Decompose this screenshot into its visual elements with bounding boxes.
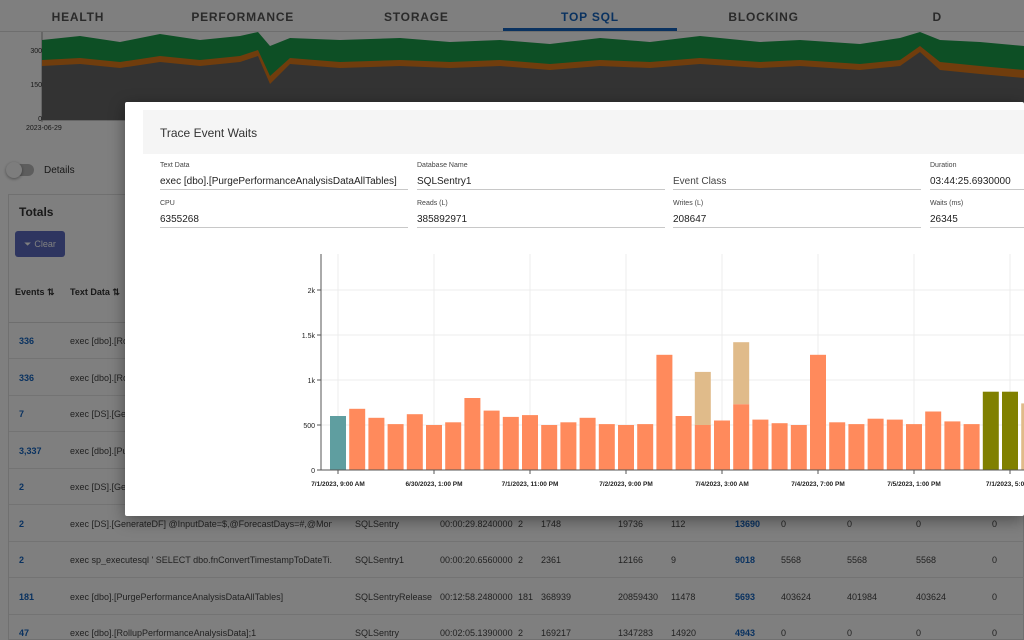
y-tick-label: 2k: [308, 288, 316, 295]
bar: [502, 416, 519, 470]
bar-segment-top: [733, 342, 750, 405]
writes-field[interactable]: Writes (L) 208647: [673, 200, 921, 228]
bar: [560, 422, 577, 470]
bar: [867, 418, 884, 470]
x-tick-label: 7/1/2023, 5:00 A: [986, 481, 1024, 488]
reads-label: Reads (L): [417, 200, 448, 207]
text-data-value: exec [dbo].[PurgePerformanceAnalysisData…: [160, 176, 397, 187]
bar: [1002, 391, 1018, 470]
bar: [426, 425, 442, 470]
bar: [886, 419, 903, 470]
x-tick-label: 7/5/2023, 1:00 PM: [887, 481, 940, 488]
database-name-field[interactable]: Database Name SQLSentry1: [417, 162, 665, 190]
bar: [637, 424, 654, 470]
writes-label: Writes (L): [673, 200, 704, 207]
trace-event-waits-dialog: Trace Event Waits Text Data exec [dbo].[…: [125, 102, 1024, 516]
y-tick-label: 0: [311, 468, 315, 475]
waits-field[interactable]: Waits (ms) 26345: [930, 200, 1024, 228]
text-data-field[interactable]: Text Data exec [dbo].[PurgePerformanceAn…: [160, 162, 408, 190]
waits-label: Waits (ms): [930, 200, 964, 207]
bar: [406, 414, 423, 470]
bar: [829, 422, 846, 470]
bar: [368, 417, 385, 470]
database-name-value: SQLSentry1: [417, 176, 472, 187]
bar: [810, 354, 826, 470]
bar: [714, 420, 730, 470]
bar: [445, 422, 462, 470]
bar: [387, 424, 404, 470]
bar: [598, 424, 615, 470]
bar: [656, 354, 673, 470]
reads-field[interactable]: Reads (L) 385892971: [417, 200, 665, 228]
bar: [752, 419, 769, 470]
duration-label: Duration: [930, 162, 957, 169]
bar: [464, 398, 481, 470]
waits-value: 26345: [930, 214, 958, 225]
y-tick-label: 1.5k: [302, 333, 316, 340]
bar: [925, 411, 942, 470]
bar: [771, 423, 788, 470]
waits-bar-chart-svg: 0 500 1k 1.5k 2k 7/1/2023, 9:00 AM 6/30/2023, …: [302, 254, 1024, 488]
writes-value: 208647: [673, 214, 707, 225]
cpu-label: CPU: [160, 200, 175, 207]
bar: [1021, 403, 1024, 470]
bar: [483, 410, 500, 470]
bar: [982, 391, 999, 470]
text-data-label: Text Data: [160, 162, 190, 169]
bar: [579, 417, 596, 470]
event-class-placeholder: Event Class: [673, 176, 727, 187]
dialog-header: Trace Event Waits: [143, 110, 1024, 154]
bar: [733, 404, 750, 470]
cpu-value: 6355268: [160, 214, 199, 225]
x-tick-label: 7/1/2023, 9:00 AM: [311, 481, 365, 488]
bar: [675, 416, 692, 470]
waits-bar-chart: 0 500 1k 1.5k 2k 7/1/2023, 9:00 AM 6/30/2023, …: [125, 242, 1024, 516]
y-tick-label: 500: [303, 423, 315, 430]
x-tick-label: 7/2/2023, 9:00 PM: [599, 481, 652, 488]
x-tick-label: 7/1/2023, 11:00 PM: [502, 481, 559, 488]
bar: [944, 421, 961, 470]
x-tick-label: 7/4/2023, 3:00 AM: [695, 481, 749, 488]
x-tick-label: 6/30/2023, 1:00 PM: [405, 481, 462, 488]
event-class-field[interactable]: Event Class: [673, 162, 921, 190]
bar: [963, 424, 980, 470]
duration-field[interactable]: Duration 03:44:25.6930000: [930, 162, 1024, 190]
bar-segment-top: [694, 371, 711, 425]
reads-value: 385892971: [417, 214, 468, 225]
bar: [349, 408, 366, 470]
database-name-label: Database Name: [417, 162, 468, 169]
bar: [522, 415, 538, 470]
bar: [790, 425, 807, 470]
bar: [906, 424, 922, 470]
y-tick-label: 1k: [308, 378, 316, 385]
bar: [694, 425, 711, 470]
bar: [848, 424, 865, 470]
cpu-field[interactable]: CPU 6355268: [160, 200, 408, 228]
bar: [618, 425, 634, 470]
x-tick-label: 7/4/2023, 7:00 PM: [791, 481, 844, 488]
bar: [330, 416, 346, 470]
bar: [541, 425, 558, 470]
dialog-title: Trace Event Waits: [160, 126, 258, 140]
duration-value: 03:44:25.6930000: [930, 176, 1011, 187]
